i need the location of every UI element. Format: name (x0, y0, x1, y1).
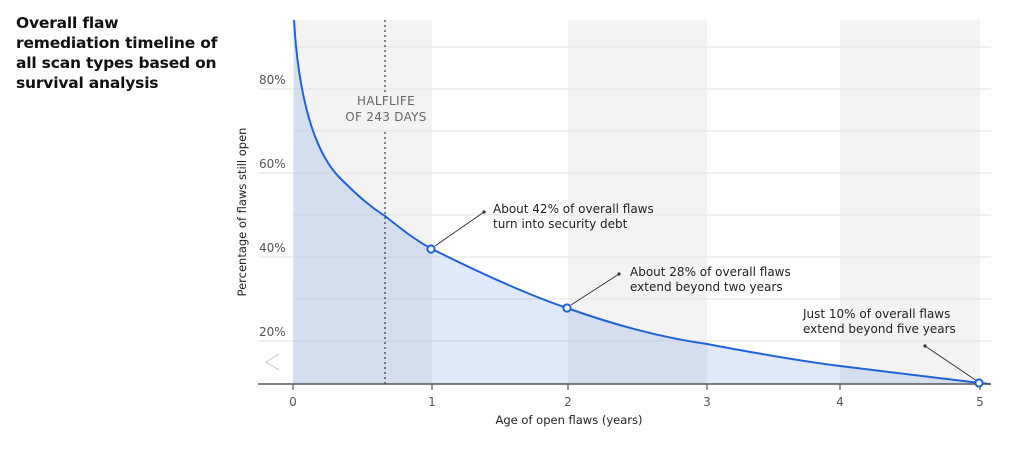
axis-break-icon (264, 353, 280, 371)
x-axis-label: Age of open flaws (years) (496, 413, 643, 427)
annotation-1-line2: turn into security debt (493, 217, 628, 231)
y-tick-20: 20% (259, 325, 286, 339)
annotation-3-line2: extend beyond five years (803, 322, 956, 336)
data-markers (426, 244, 984, 388)
annotation-2-line1: About 28% of overall flaws (630, 265, 791, 279)
y-tick-40: 40% (259, 241, 286, 255)
band-year-4-5 (840, 20, 980, 384)
x-axis-ticks (292, 384, 981, 390)
annotation-3-line1: Just 10% of overall flaws (802, 307, 950, 321)
gridlines (258, 46, 991, 342)
chart-title: Overall flaw remediation timeline of all… (16, 14, 218, 92)
survival-area (293, 20, 980, 384)
x-tick-0: 0 (289, 395, 297, 409)
x-tick-3: 3 (703, 395, 711, 409)
band-year-0-1 (293, 20, 432, 384)
y-tick-60: 60% (259, 157, 286, 171)
annotation-leaders (434, 211, 978, 382)
annotation-1-line1: About 42% of overall flaws (493, 202, 654, 216)
year-bands (293, 20, 980, 384)
annotation-2-line2: extend beyond two years (630, 280, 783, 294)
band-year-2-3 (568, 20, 707, 384)
marker-1-year (426, 244, 436, 254)
y-axis-label: Percentage of flaws still open (235, 128, 249, 297)
marker-2-years (562, 303, 572, 313)
halflife-label-line2: OF 243 DAYS (345, 110, 426, 124)
annotation-leader-dots (482, 210, 927, 348)
marker-5-years (974, 378, 984, 388)
x-tick-2: 2 (564, 395, 572, 409)
x-tick-4: 4 (836, 395, 844, 409)
x-tick-5: 5 (976, 395, 984, 409)
survival-curve (293, 19, 991, 385)
y-tick-80: 80% (259, 73, 286, 87)
halflife-label-line1: HALFLIFE (357, 94, 415, 108)
x-tick-1: 1 (428, 395, 436, 409)
